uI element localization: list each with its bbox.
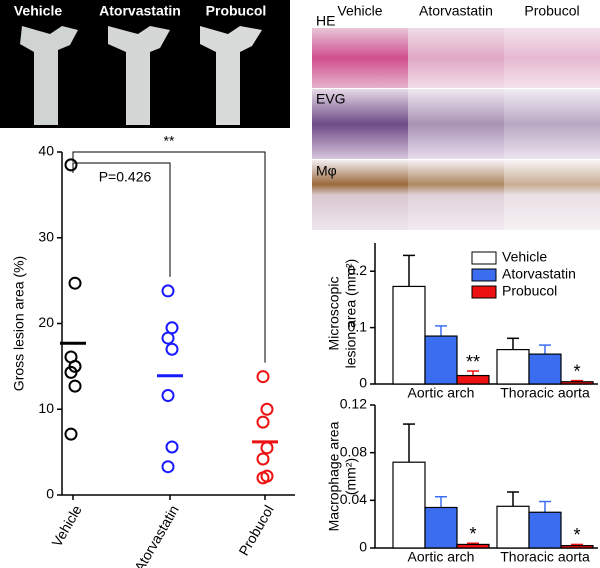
y-tick-label: 0.12 bbox=[340, 396, 367, 412]
gross-photo bbox=[0, 0, 290, 128]
dot bbox=[161, 460, 175, 474]
y-axis-label: (mm²) bbox=[343, 458, 359, 495]
dot bbox=[161, 389, 175, 403]
y-tick-label: 20 bbox=[38, 314, 54, 330]
photo-label: Probucol bbox=[206, 3, 267, 19]
y-tick-label: 0 bbox=[359, 539, 367, 555]
bar bbox=[560, 381, 594, 385]
legend-swatch bbox=[471, 268, 497, 282]
histology-row: EVG bbox=[316, 91, 346, 107]
bar bbox=[528, 353, 562, 385]
dot bbox=[256, 452, 270, 466]
x-tick-label: Atorvastatin bbox=[131, 502, 182, 568]
y-tick-label: 0.1 bbox=[348, 318, 368, 334]
histology-row: HE bbox=[316, 13, 335, 29]
dot bbox=[260, 441, 274, 455]
legend-label: Probucol bbox=[502, 283, 557, 299]
photo-label: Atorvastatin bbox=[99, 3, 181, 19]
histology-column: Atorvastatin bbox=[419, 3, 493, 19]
histology-row: Mφ bbox=[316, 163, 337, 179]
photo-label: Vehicle bbox=[14, 3, 62, 19]
dot bbox=[161, 284, 175, 298]
legend-swatch bbox=[471, 251, 497, 265]
y-axis-label: Microscopic bbox=[326, 277, 342, 351]
dot bbox=[165, 342, 179, 356]
dot bbox=[165, 440, 179, 454]
dot bbox=[256, 471, 270, 485]
significance: * bbox=[573, 361, 580, 381]
y-axis-label: Macrophage area bbox=[326, 421, 342, 531]
y-tick-label: 0.2 bbox=[348, 262, 368, 278]
y-tick-label: 40 bbox=[38, 143, 54, 159]
legend-swatch bbox=[471, 285, 497, 299]
bar bbox=[560, 545, 594, 549]
annotation: P=0.426 bbox=[99, 169, 152, 185]
dot bbox=[256, 370, 270, 384]
dot bbox=[68, 379, 82, 393]
x-tick-label: Thoracic aorta bbox=[500, 385, 590, 401]
bar bbox=[456, 543, 490, 549]
bar bbox=[496, 505, 530, 549]
bar bbox=[496, 348, 530, 385]
y-tick-label: 0 bbox=[46, 486, 54, 502]
histology-column: Probucol bbox=[524, 3, 579, 19]
bar bbox=[424, 335, 458, 385]
y-tick-label: 0.04 bbox=[340, 491, 367, 507]
dot bbox=[64, 365, 78, 379]
y-tick-label: 0 bbox=[359, 375, 367, 391]
bracket bbox=[72, 162, 171, 277]
y-axis-label: Gross lesion area (%) bbox=[11, 256, 27, 391]
y-tick-label: 30 bbox=[38, 228, 54, 244]
x-tick-label: Vehicle bbox=[48, 502, 85, 549]
x-tick-label: Thoracic aorta bbox=[500, 549, 590, 565]
x-tick-label: Aortic arch bbox=[408, 385, 475, 401]
legend-label: Vehicle bbox=[502, 249, 547, 265]
bar bbox=[456, 374, 490, 385]
y-axis-label: lesion area (mm²) bbox=[343, 259, 359, 369]
bar bbox=[392, 285, 426, 385]
bar bbox=[424, 506, 458, 549]
annotation: ** bbox=[164, 133, 175, 149]
dot bbox=[64, 158, 78, 172]
dot bbox=[161, 331, 175, 345]
dot bbox=[260, 402, 274, 416]
dot bbox=[68, 276, 82, 290]
dot bbox=[64, 427, 78, 441]
histology bbox=[312, 28, 600, 230]
significance: * bbox=[573, 525, 580, 545]
bar bbox=[392, 461, 426, 549]
significance: ** bbox=[466, 352, 480, 372]
dot bbox=[256, 415, 270, 429]
x-tick-label: Aortic arch bbox=[408, 549, 475, 565]
legend-label: Atorvastatin bbox=[502, 266, 576, 282]
bracket bbox=[72, 151, 266, 363]
y-tick-label: 10 bbox=[38, 400, 54, 416]
bar bbox=[528, 511, 562, 549]
histology-column: Vehicle bbox=[337, 3, 382, 19]
x-tick-label: Probucol bbox=[235, 502, 276, 558]
significance: * bbox=[469, 524, 476, 544]
y-tick-label: 0.08 bbox=[340, 443, 367, 459]
